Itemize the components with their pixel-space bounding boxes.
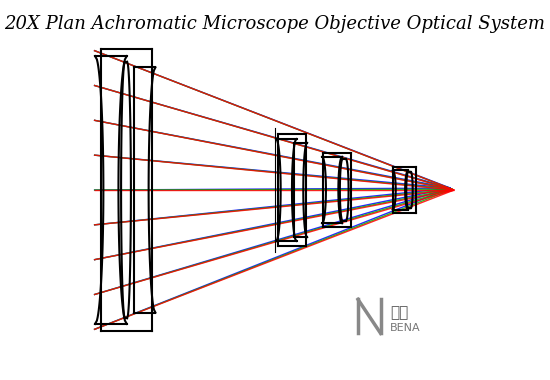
- Text: 20X Plan Achromatic Microscope Objective Optical System: 20X Plan Achromatic Microscope Objective…: [4, 15, 546, 33]
- Text: 百纳: 百纳: [390, 305, 408, 320]
- Text: BENA: BENA: [390, 323, 421, 332]
